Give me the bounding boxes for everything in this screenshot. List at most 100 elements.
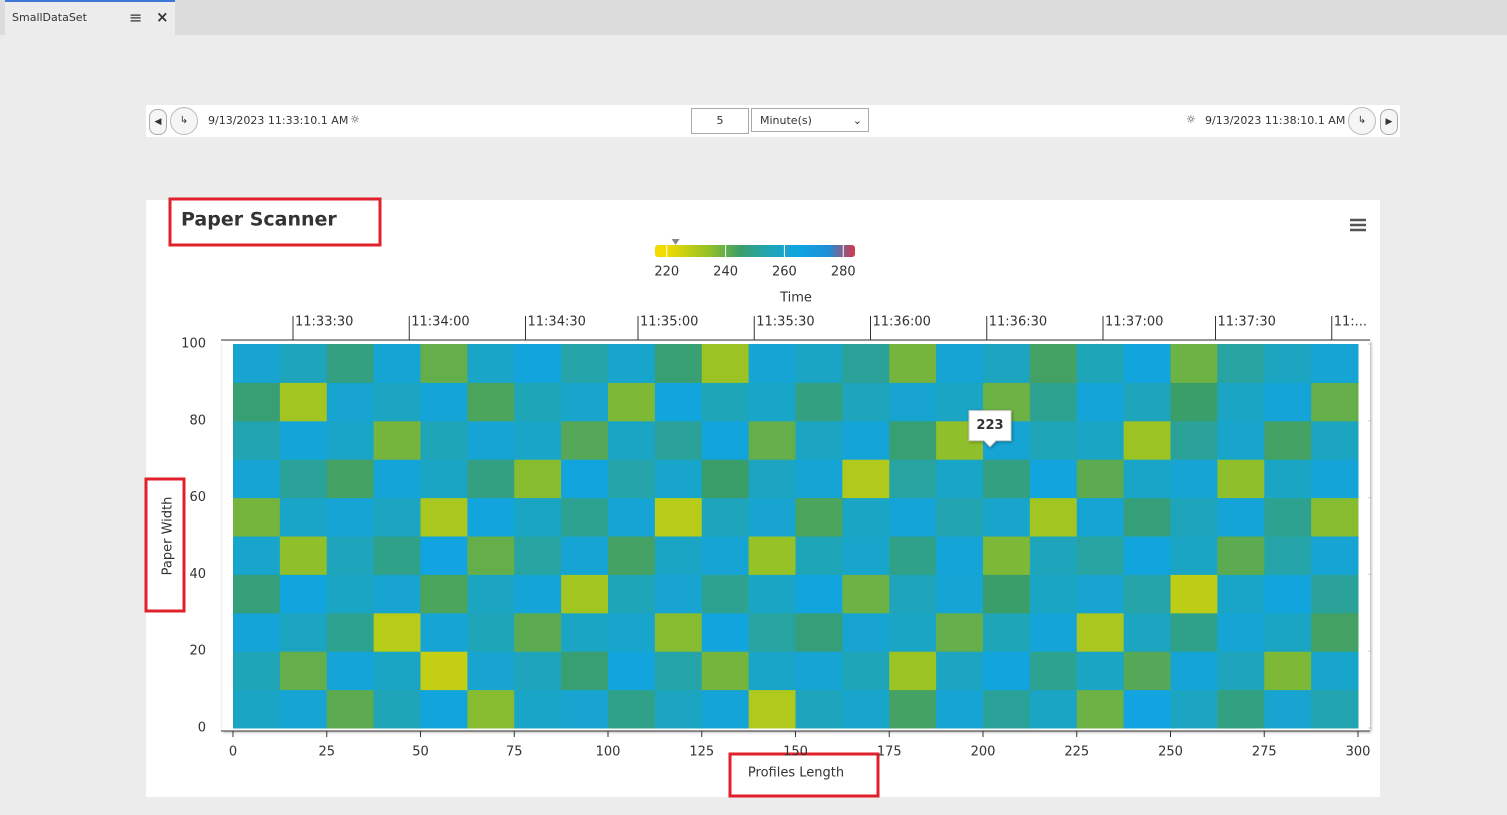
tab-menu-icon[interactable]: ≡ (129, 8, 143, 27)
heat-cell (748, 689, 796, 729)
heat-cell (983, 536, 1031, 575)
heat-cell (1311, 689, 1359, 729)
heat-cell (1123, 497, 1171, 537)
heat-cell (1217, 344, 1265, 383)
heat-cell (1029, 574, 1078, 614)
tab-title[interactable]: SmallDataSet (12, 11, 87, 24)
dropdown-icon[interactable]: ⌄ (852, 114, 862, 127)
heat-cell (608, 536, 656, 575)
heat-cell (983, 651, 1031, 691)
heat-cell (842, 689, 890, 729)
heat-cell (279, 536, 328, 575)
end-picker-button[interactable]: ↳ (1348, 107, 1376, 135)
prev-button[interactable]: ◀ (149, 109, 167, 135)
heat-cell (514, 344, 562, 383)
heat-cell (1029, 612, 1078, 652)
heat-cell (514, 612, 562, 652)
top-tick-label: 11:36:00 (873, 315, 931, 330)
heat-cell (326, 344, 375, 383)
heat-cell (1029, 382, 1078, 422)
heat-cell (608, 689, 656, 729)
heat-cell (514, 459, 562, 499)
y-tick-label: 100 (181, 337, 206, 352)
chart-title: Paper Scanner (181, 209, 337, 231)
heat-cell (795, 344, 843, 383)
heat-cell (701, 420, 750, 460)
unit-text[interactable]: Minute(s) (760, 114, 812, 127)
heat-cell (889, 689, 937, 729)
heat-cell (654, 497, 703, 537)
heat-cell (373, 651, 421, 691)
heat-cell (654, 612, 703, 652)
heat-cell (326, 651, 375, 691)
annotation-boxes (144, 197, 880, 798)
heat-cell (420, 497, 468, 537)
x-tick-label: 100 (596, 745, 621, 760)
heat-cell (795, 651, 843, 691)
heat-cell (279, 344, 328, 383)
heat-cell (654, 420, 703, 460)
heat-cell (654, 574, 703, 614)
x-tick-label: 200 (971, 745, 996, 760)
heat-cell (373, 497, 421, 537)
heat-cell (514, 420, 562, 460)
heat-cell (561, 536, 609, 575)
heat-cell (748, 459, 796, 499)
top-tick-label: 11:34:00 (411, 315, 469, 330)
heat-cell (561, 420, 609, 460)
tab[interactable]: SmallDataSet ≡ × (5, 0, 175, 35)
heat-cell (1217, 651, 1265, 691)
heat-cell (514, 497, 562, 537)
heat-cell (1170, 497, 1218, 537)
heat-cell (1029, 497, 1078, 537)
heat-cell (654, 459, 703, 499)
heat-cell (1029, 420, 1078, 460)
heat-cell (420, 574, 468, 614)
tab-close-icon[interactable]: × (156, 8, 169, 26)
heat-cell (795, 574, 843, 614)
heat-cell (1170, 344, 1218, 383)
heat-cell (1311, 651, 1359, 691)
end-time: 9/13/2023 11:38:10.1 AM (1205, 114, 1346, 127)
heat-cell (842, 612, 890, 652)
heat-cell (233, 382, 281, 422)
start-picker-button[interactable]: ↳ (170, 107, 198, 135)
x-tick-label: 275 (1252, 745, 1277, 760)
heat-cell (1170, 651, 1218, 691)
heat-cell (279, 689, 328, 729)
heat-cell (1076, 574, 1125, 614)
heat-cell (1311, 459, 1359, 499)
heat-cell (701, 689, 750, 729)
heat-cell (1264, 459, 1312, 499)
y-tick-label: 80 (189, 413, 206, 428)
heat-cell (1217, 382, 1265, 422)
heat-cell (889, 651, 937, 691)
x-tick-label: 125 (689, 745, 714, 760)
menu-icon[interactable] (1350, 218, 1366, 232)
heat-cell (1029, 689, 1078, 729)
heat-cell (1217, 612, 1265, 652)
heat-cell (701, 344, 750, 383)
heat-cell (889, 497, 937, 537)
x-tick-label: 25 (318, 745, 335, 760)
heat-cell (1123, 574, 1171, 614)
heat-cell (983, 689, 1031, 729)
heat-cell (420, 651, 468, 691)
heat-cell (1123, 536, 1171, 575)
top-tick-label: 11:37:00 (1105, 315, 1163, 330)
heat-cell (748, 344, 796, 383)
colorbar-marker (671, 239, 680, 245)
heat-cell (373, 574, 421, 614)
heat-cell (561, 689, 609, 729)
duration-input[interactable]: 5 (691, 108, 749, 134)
heat-cell (1311, 536, 1359, 575)
heat-cell (795, 536, 843, 575)
heat-cell (1217, 497, 1265, 537)
heat-cell (467, 497, 515, 537)
x-tick-label: 50 (412, 745, 429, 760)
top-tick-label: 11:37:30 (1218, 315, 1276, 330)
unit-select[interactable]: Minute(s) ⌄ (751, 108, 869, 132)
heat-cell (1311, 612, 1359, 652)
heat-cell (1264, 536, 1312, 575)
next-button[interactable]: ▶ (1380, 109, 1398, 135)
